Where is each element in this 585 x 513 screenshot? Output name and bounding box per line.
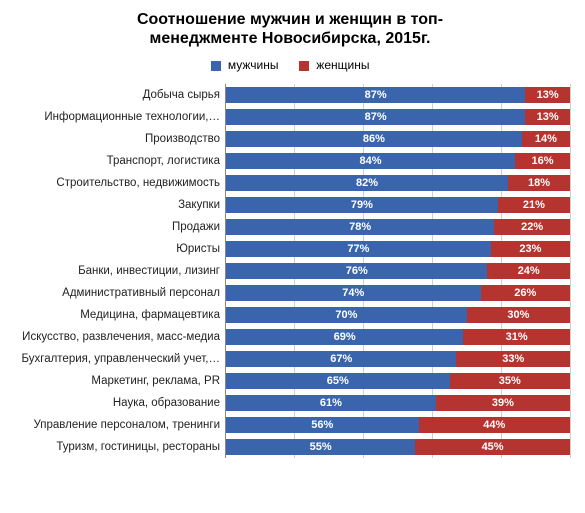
- bar-row: Строительство, недвижимость82%18%: [226, 172, 570, 194]
- bar-track: 84%16%: [226, 153, 570, 169]
- bar-segment-men: 65%: [226, 373, 450, 389]
- bar-track: 86%14%: [226, 131, 570, 147]
- bar-segment-men: 76%: [226, 263, 487, 279]
- bar-row: Транспорт, логистика84%16%: [226, 150, 570, 172]
- gridline: [570, 84, 571, 458]
- category-label: Информационные технологии,…: [11, 111, 226, 123]
- bar-track: 65%35%: [226, 373, 570, 389]
- bar-row: Управление персоналом, тренинги56%44%: [226, 414, 570, 436]
- category-label: Маркетинг, реклама, PR: [11, 375, 226, 387]
- category-label: Добыча сырья: [11, 89, 226, 101]
- bar-row: Продажи78%22%: [226, 216, 570, 238]
- bar-row: Добыча сырья87%13%: [226, 84, 570, 106]
- bar-segment-women: 18%: [508, 175, 570, 191]
- bar-segment-men: 78%: [226, 219, 494, 235]
- bar-segment-women: 45%: [415, 439, 570, 455]
- bar-row: Информационные технологии,…87%13%: [226, 106, 570, 128]
- bar-segment-men: 61%: [226, 395, 436, 411]
- bar-track: 87%13%: [226, 109, 570, 125]
- bar-row: Маркетинг, реклама, PR65%35%: [226, 370, 570, 392]
- bar-segment-women: 39%: [436, 395, 570, 411]
- bar-segment-men: 82%: [226, 175, 508, 191]
- category-label: Управление персоналом, тренинги: [11, 419, 226, 431]
- category-label: Искусство, развлечения, масс-медиа: [11, 331, 226, 343]
- bar-track: 69%31%: [226, 329, 570, 345]
- bar-row: Банки, инвестиции, лизинг76%24%: [226, 260, 570, 282]
- bar-track: 82%18%: [226, 175, 570, 191]
- bar-segment-women: 22%: [494, 219, 570, 235]
- chart-title: Соотношение мужчин и женщин в топ- менед…: [10, 10, 570, 48]
- bar-row: Медицина, фармацевтика70%30%: [226, 304, 570, 326]
- legend-swatch-men: [211, 61, 221, 71]
- bar-track: 87%13%: [226, 87, 570, 103]
- legend-label-women: женщины: [316, 58, 369, 72]
- bar-segment-men: 87%: [226, 87, 525, 103]
- bar-segment-men: 77%: [226, 241, 491, 257]
- category-label: Банки, инвестиции, лизинг: [11, 265, 226, 277]
- bar-segment-men: 87%: [226, 109, 525, 125]
- bar-segment-men: 70%: [226, 307, 467, 323]
- chart-title-line-1: Соотношение мужчин и женщин в топ-: [137, 11, 443, 28]
- bar-row: Туризм, гостиницы, рестораны55%45%: [226, 436, 570, 458]
- legend-swatch-women: [299, 61, 309, 71]
- legend-label-men: мужчины: [228, 58, 279, 72]
- bar-segment-women: 24%: [487, 263, 570, 279]
- bar-segment-women: 14%: [522, 131, 570, 147]
- bar-segment-men: 69%: [226, 329, 463, 345]
- bar-segment-men: 74%: [226, 285, 481, 301]
- plot-area: Добыча сырья87%13%Информационные техноло…: [225, 84, 570, 458]
- bar-row: Искусство, развлечения, масс-медиа69%31%: [226, 326, 570, 348]
- category-label: Юристы: [11, 243, 226, 255]
- bar-segment-women: 44%: [419, 417, 570, 433]
- bar-row: Закупки79%21%: [226, 194, 570, 216]
- bar-row: Бухгалтерия, управленческий учет,…67%33%: [226, 348, 570, 370]
- bar-track: 74%26%: [226, 285, 570, 301]
- bar-segment-women: 35%: [450, 373, 570, 389]
- legend-item-women: женщины: [299, 58, 370, 72]
- bar-segment-men: 86%: [226, 131, 522, 147]
- bar-row: Наука, образование61%39%: [226, 392, 570, 414]
- category-label: Продажи: [11, 221, 226, 233]
- bar-track: 70%30%: [226, 307, 570, 323]
- bar-row: Производство86%14%: [226, 128, 570, 150]
- legend-item-men: мужчины: [211, 58, 279, 72]
- category-label: Строительство, недвижимость: [11, 177, 226, 189]
- bar-segment-women: 33%: [456, 351, 570, 367]
- bar-segment-women: 26%: [481, 285, 570, 301]
- bar-segment-men: 67%: [226, 351, 456, 367]
- chart-container: Соотношение мужчин и женщин в топ- менед…: [0, 0, 585, 513]
- bar-segment-men: 56%: [226, 417, 419, 433]
- category-label: Закупки: [11, 199, 226, 211]
- bar-segment-women: 21%: [498, 197, 570, 213]
- bar-row: Юристы77%23%: [226, 238, 570, 260]
- bar-segment-men: 79%: [226, 197, 498, 213]
- bar-row: Административный персонал74%26%: [226, 282, 570, 304]
- bar-track: 55%45%: [226, 439, 570, 455]
- bar-segment-men: 84%: [226, 153, 515, 169]
- bar-track: 56%44%: [226, 417, 570, 433]
- bar-track: 77%23%: [226, 241, 570, 257]
- bar-track: 78%22%: [226, 219, 570, 235]
- bar-track: 79%21%: [226, 197, 570, 213]
- bar-track: 67%33%: [226, 351, 570, 367]
- category-label: Транспорт, логистика: [11, 155, 226, 167]
- bar-segment-women: 31%: [463, 329, 570, 345]
- bar-segment-women: 16%: [515, 153, 570, 169]
- category-label: Производство: [11, 133, 226, 145]
- bar-segment-women: 13%: [525, 87, 570, 103]
- bar-segment-women: 30%: [467, 307, 570, 323]
- bar-segment-men: 55%: [226, 439, 415, 455]
- bar-track: 61%39%: [226, 395, 570, 411]
- bar-segment-women: 23%: [491, 241, 570, 257]
- category-label: Наука, образование: [11, 397, 226, 409]
- legend: мужчины женщины: [10, 56, 570, 74]
- bar-track: 76%24%: [226, 263, 570, 279]
- category-label: Медицина, фармацевтика: [11, 309, 226, 321]
- bar-segment-women: 13%: [525, 109, 570, 125]
- category-label: Административный персонал: [11, 287, 226, 299]
- chart-title-line-2: менеджменте Новосибирска, 2015г.: [150, 30, 431, 47]
- category-label: Туризм, гостиницы, рестораны: [11, 441, 226, 453]
- category-label: Бухгалтерия, управленческий учет,…: [11, 353, 226, 365]
